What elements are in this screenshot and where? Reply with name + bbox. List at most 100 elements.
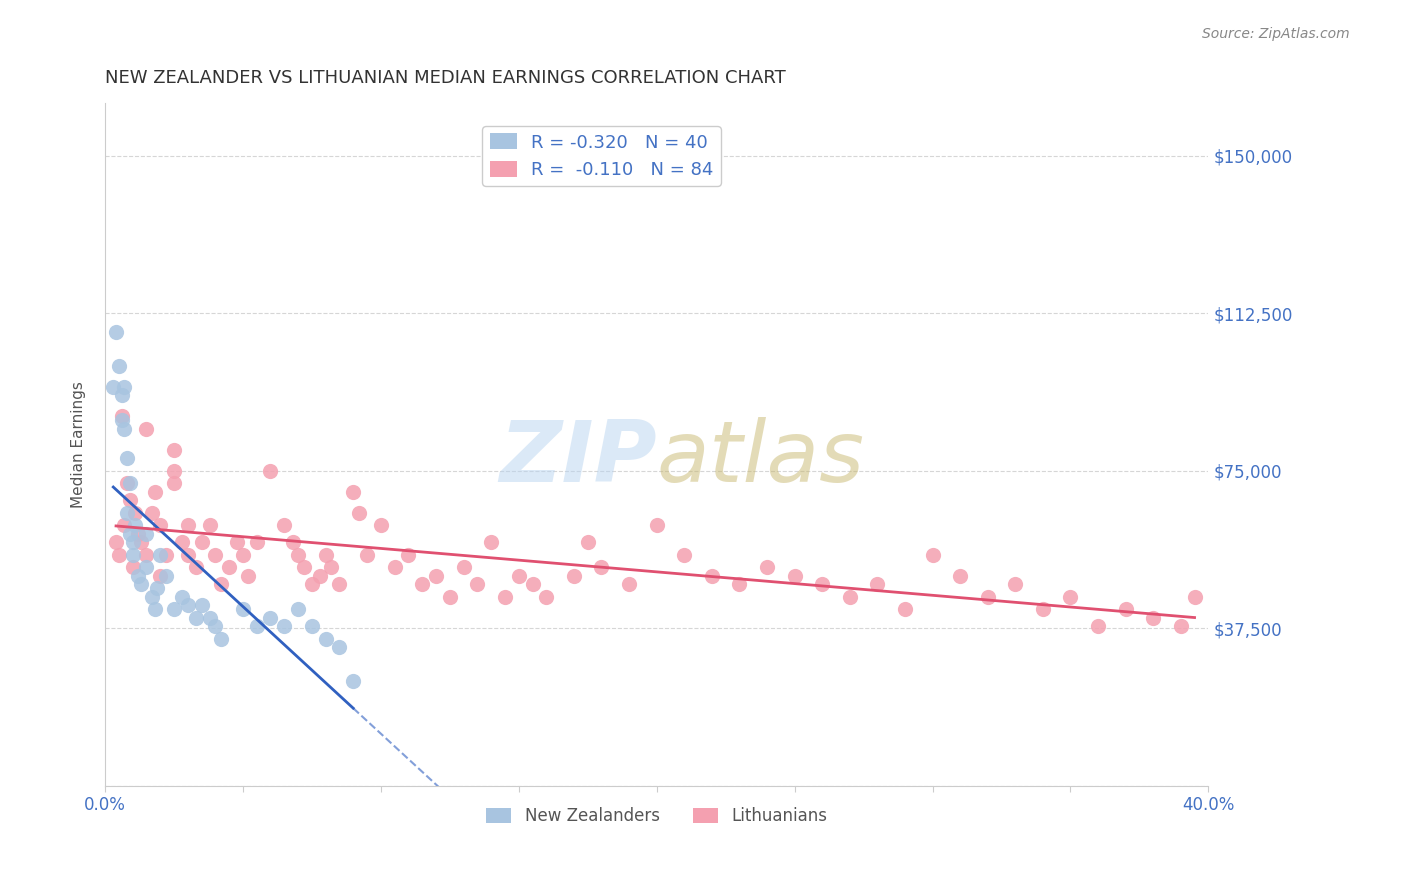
Lithuanians [728,577,751,591]
Lithuanians [135,548,157,562]
Lithuanians [124,506,146,520]
Lithuanians [127,526,149,541]
Y-axis label: Median Earnings: Median Earnings [72,381,86,508]
New Zealanders [103,380,125,394]
Lithuanians [209,577,232,591]
Lithuanians [198,518,221,533]
Lithuanians [617,577,640,591]
Lithuanians [356,548,378,562]
Lithuanians [281,535,304,549]
Lithuanians [1032,602,1054,616]
New Zealanders [342,673,364,688]
Lithuanians [467,577,489,591]
New Zealanders [115,506,138,520]
Lithuanians [1059,590,1081,604]
New Zealanders [163,602,186,616]
Lithuanians [756,560,779,574]
New Zealanders [141,590,163,604]
Lithuanians [301,577,323,591]
Lithuanians [141,506,163,520]
Lithuanians [479,535,502,549]
Lithuanians [1115,602,1137,616]
Lithuanians [226,535,249,549]
Lithuanians [204,548,226,562]
New Zealanders [315,632,337,646]
Lithuanians [238,569,260,583]
Lithuanians [163,464,186,478]
New Zealanders [118,476,141,491]
Lithuanians [536,590,558,604]
Lithuanians [838,590,860,604]
Lithuanians [522,577,544,591]
Lithuanians [453,560,475,574]
Lithuanians [105,535,128,549]
New Zealanders [115,451,138,466]
Lithuanians [700,569,723,583]
New Zealanders [190,598,212,612]
Lithuanians [184,560,207,574]
Lithuanians [149,569,172,583]
Lithuanians [110,409,132,424]
Lithuanians [370,518,392,533]
Lithuanians [177,518,200,533]
Lithuanians [149,518,172,533]
Lithuanians [321,560,343,574]
Lithuanians [190,535,212,549]
Lithuanians [163,442,186,457]
Lithuanians [645,518,668,533]
Lithuanians [1170,619,1192,633]
New Zealanders [129,577,152,591]
New Zealanders [110,413,132,427]
New Zealanders [301,619,323,633]
Legend: New Zealanders, Lithuanians: New Zealanders, Lithuanians [479,801,834,832]
New Zealanders [112,380,135,394]
Lithuanians [121,560,143,574]
New Zealanders [155,569,177,583]
Text: atlas: atlas [657,417,865,500]
Lithuanians [315,548,337,562]
Lithuanians [976,590,998,604]
New Zealanders [177,598,200,612]
New Zealanders [112,422,135,436]
Lithuanians [342,484,364,499]
Text: ZIP: ZIP [499,417,657,500]
Lithuanians [1004,577,1026,591]
New Zealanders [232,602,254,616]
Lithuanians [246,535,269,549]
Lithuanians [384,560,406,574]
Lithuanians [218,560,240,574]
New Zealanders [143,602,166,616]
Lithuanians [155,548,177,562]
New Zealanders [121,535,143,549]
Lithuanians [811,577,834,591]
New Zealanders [135,526,157,541]
Lithuanians [508,569,530,583]
Lithuanians [894,602,917,616]
Lithuanians [347,506,370,520]
Lithuanians [292,560,315,574]
Lithuanians [129,535,152,549]
New Zealanders [105,325,128,339]
Lithuanians [309,569,332,583]
Lithuanians [143,484,166,499]
Lithuanians [396,548,419,562]
New Zealanders [246,619,269,633]
Lithuanians [115,476,138,491]
New Zealanders [273,619,295,633]
New Zealanders [110,388,132,402]
Lithuanians [112,518,135,533]
Lithuanians [866,577,889,591]
Lithuanians [576,535,599,549]
Lithuanians [1087,619,1109,633]
New Zealanders [184,611,207,625]
New Zealanders [198,611,221,625]
Lithuanians [328,577,350,591]
Lithuanians [172,535,194,549]
Lithuanians [118,493,141,508]
New Zealanders [121,548,143,562]
Lithuanians [921,548,943,562]
Lithuanians [439,590,461,604]
Lithuanians [1142,611,1164,625]
New Zealanders [287,602,309,616]
New Zealanders [328,640,350,655]
